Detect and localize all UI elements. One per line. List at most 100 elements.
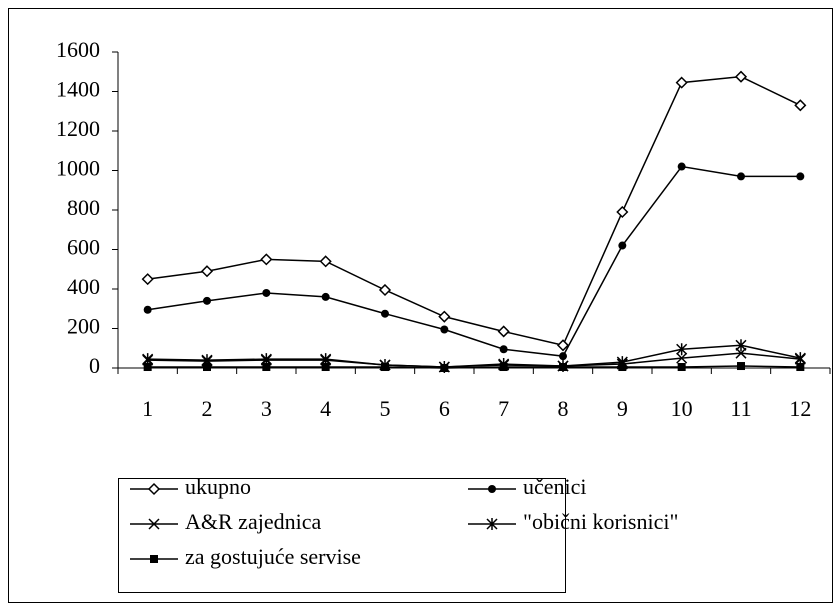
data-point [262, 288, 271, 297]
marker-shape [262, 363, 271, 372]
legend-marker [150, 555, 158, 563]
x-tick-label: 5 [380, 396, 391, 421]
data-point [796, 363, 805, 372]
data-point [734, 70, 748, 83]
y-tick-label: 0 [89, 353, 100, 378]
x-tick-label: 12 [789, 396, 811, 421]
legend-marker [488, 485, 496, 493]
marker-shape [497, 325, 510, 338]
data-point [735, 347, 747, 359]
y-tick-label: 800 [67, 195, 100, 220]
marker-shape [150, 555, 158, 563]
x-tick-label: 11 [730, 396, 751, 421]
marker-shape [735, 347, 747, 359]
marker-shape [676, 343, 688, 356]
data-point [262, 363, 271, 372]
marker-shape [147, 482, 161, 496]
marker-shape [618, 241, 627, 250]
data-point [321, 363, 330, 372]
marker-shape [143, 305, 152, 314]
marker-shape [677, 363, 686, 372]
data-point [143, 363, 152, 372]
marker-shape [794, 352, 806, 365]
data-point [737, 362, 745, 371]
legend-marker [486, 518, 498, 530]
data-point [737, 172, 745, 181]
marker-shape [200, 265, 214, 278]
x-tick-label: 2 [202, 396, 213, 421]
marker-shape [440, 325, 449, 334]
marker-shape [143, 363, 152, 372]
data-point [676, 343, 688, 356]
data-point [794, 99, 807, 112]
series-line [147, 365, 801, 369]
marker-shape [321, 363, 330, 372]
data-point [203, 296, 211, 305]
data-point [321, 292, 330, 301]
marker-shape [734, 70, 748, 83]
marker-shape [796, 363, 805, 372]
marker-shape [319, 255, 332, 268]
data-point [677, 162, 686, 171]
x-tick-label: 7 [498, 396, 509, 421]
x-tick-label: 10 [671, 396, 693, 421]
marker-shape [203, 296, 211, 305]
y-tick-label: 400 [67, 274, 100, 299]
marker-shape [556, 339, 570, 352]
legend-marker [147, 482, 161, 496]
y-tick-label: 1200 [56, 116, 100, 141]
marker-shape [141, 273, 154, 286]
data-point [676, 352, 688, 364]
marker-shape [203, 363, 211, 372]
marker-shape [499, 345, 508, 354]
marker-shape [378, 283, 392, 297]
data-point [200, 265, 214, 278]
marker-shape [618, 363, 627, 372]
legend-label: učenici [523, 474, 587, 499]
marker-shape [559, 352, 567, 361]
legend-box [118, 478, 566, 593]
chart-frame [8, 8, 833, 603]
x-tick-label: 4 [320, 396, 331, 421]
marker-shape [676, 352, 688, 364]
marker-shape [148, 518, 160, 530]
marker-shape [381, 309, 389, 318]
data-point [440, 364, 449, 372]
marker-shape [796, 172, 805, 181]
legend-marker [148, 518, 160, 530]
x-tick-label: 6 [439, 396, 450, 421]
marker-shape [321, 292, 330, 301]
y-tick-label: 1400 [56, 77, 100, 102]
data-point [381, 309, 389, 318]
y-tick-label: 1000 [56, 156, 100, 181]
data-point [319, 255, 332, 268]
data-point [618, 363, 627, 372]
marker-shape [381, 363, 389, 372]
marker-shape [675, 76, 688, 89]
x-tick-label: 3 [261, 396, 272, 421]
marker-shape [677, 162, 686, 171]
data-point [497, 325, 510, 338]
series-line [147, 75, 801, 347]
data-point [618, 241, 627, 250]
marker-shape [794, 99, 807, 112]
marker-shape [438, 310, 451, 323]
marker-shape [486, 518, 498, 530]
y-tick-label: 1600 [56, 37, 100, 62]
marker-shape [616, 205, 629, 219]
data-point [559, 363, 567, 372]
marker-shape [737, 362, 745, 371]
x-tick-label: 8 [558, 396, 569, 421]
data-point [677, 363, 686, 372]
data-point [141, 273, 154, 286]
data-point [675, 76, 688, 89]
marker-shape [735, 339, 747, 352]
data-point [203, 363, 211, 372]
marker-shape [737, 172, 745, 181]
marker-shape [499, 363, 508, 372]
marker-shape [260, 253, 273, 266]
y-tick-label: 600 [67, 235, 100, 260]
marker-shape [559, 363, 567, 372]
data-point [438, 310, 451, 323]
